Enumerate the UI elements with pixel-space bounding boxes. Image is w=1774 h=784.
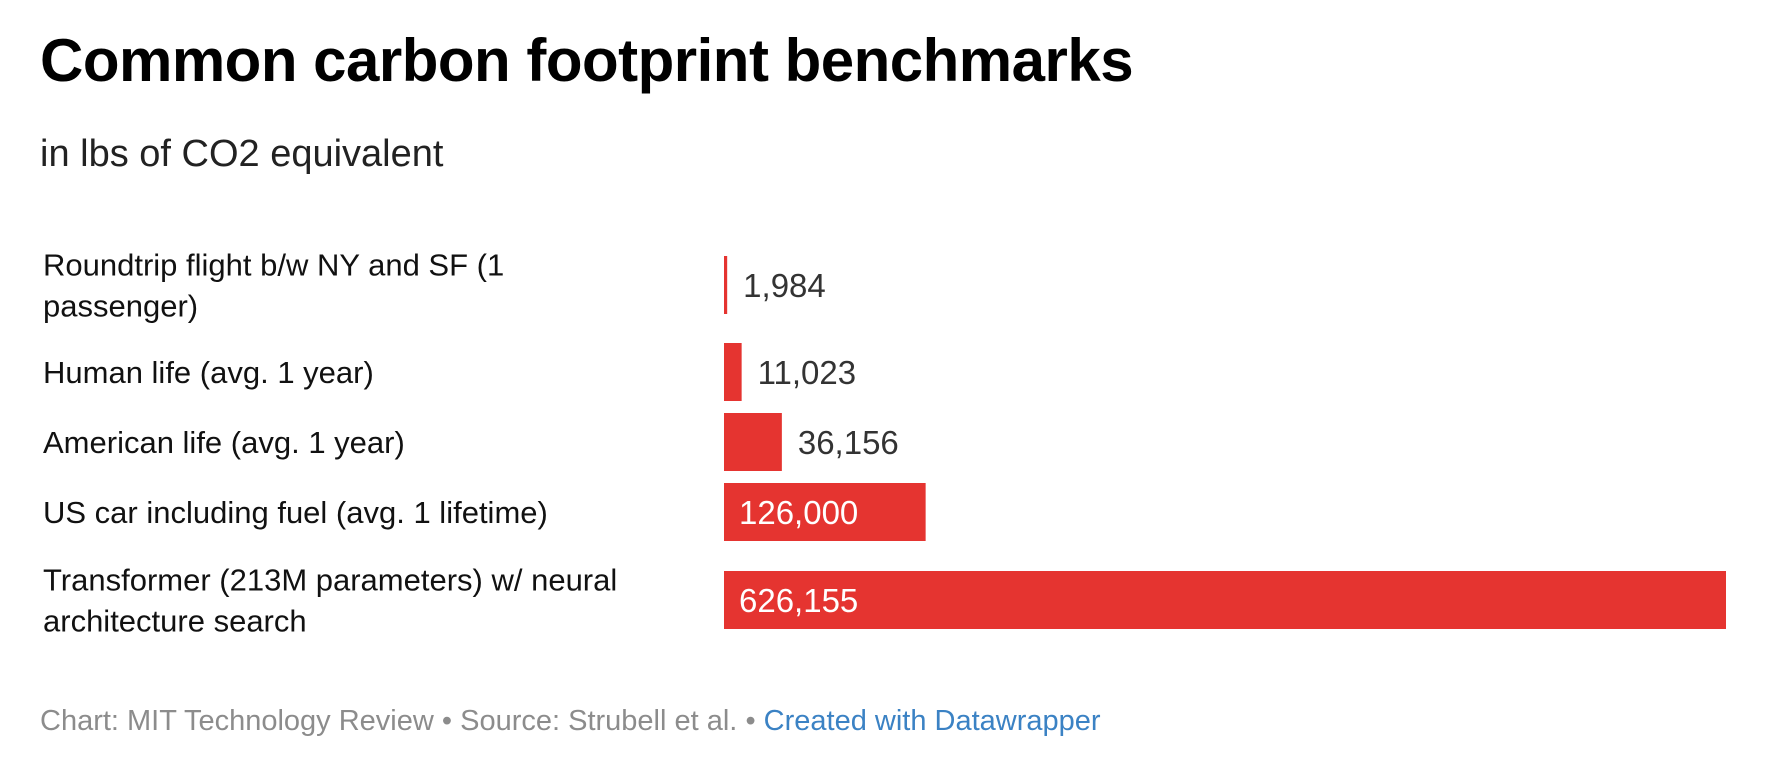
chart-subtitle: in lbs of CO2 equivalent: [40, 133, 444, 175]
bar-row: US car including fuel (avg. 1 lifetime) 1…: [43, 483, 926, 541]
chart-title: Common carbon footprint benchmarks: [40, 27, 1134, 94]
bar-row: American life (avg. 1 year) 36,156: [43, 413, 899, 471]
value-label: 1,984: [743, 267, 826, 304]
category-label: passenger): [43, 289, 198, 324]
category-label: Roundtrip flight b/w NY and SF (1: [43, 248, 504, 283]
chart-footer: Chart: MIT Technology Review • Source: S…: [40, 705, 1101, 738]
category-label: American life (avg. 1 year): [43, 425, 405, 460]
chart-credit: Chart: MIT Technology Review: [40, 705, 434, 737]
category-label: Human life (avg. 1 year): [43, 355, 374, 390]
bar: [724, 343, 742, 401]
value-label: 126,000: [739, 494, 858, 531]
footer-separator: •: [745, 705, 756, 737]
bar-row: Human life (avg. 1 year) 11,023: [43, 343, 856, 401]
category-label: architecture search: [43, 604, 307, 639]
value-label: 626,155: [739, 582, 858, 619]
datawrapper-link[interactable]: Created with Datawrapper: [763, 705, 1101, 737]
bar: [724, 571, 1726, 629]
bar: [724, 483, 926, 541]
source-credit: Source: Strubell et al.: [460, 705, 738, 737]
footer-separator: •: [441, 705, 453, 737]
bar-row: Transformer (213M parameters) w/ neural a…: [43, 563, 1726, 639]
category-label: Transformer (213M parameters) w/ neural: [43, 563, 617, 598]
bar: [724, 256, 728, 314]
value-label: 11,023: [758, 354, 856, 391]
bar-row: Roundtrip flight b/w NY and SF (1 passeng…: [43, 248, 826, 324]
category-label: US car including fuel (avg. 1 lifetime): [43, 495, 548, 530]
value-label: 36,156: [798, 424, 899, 461]
bar: [724, 413, 782, 471]
